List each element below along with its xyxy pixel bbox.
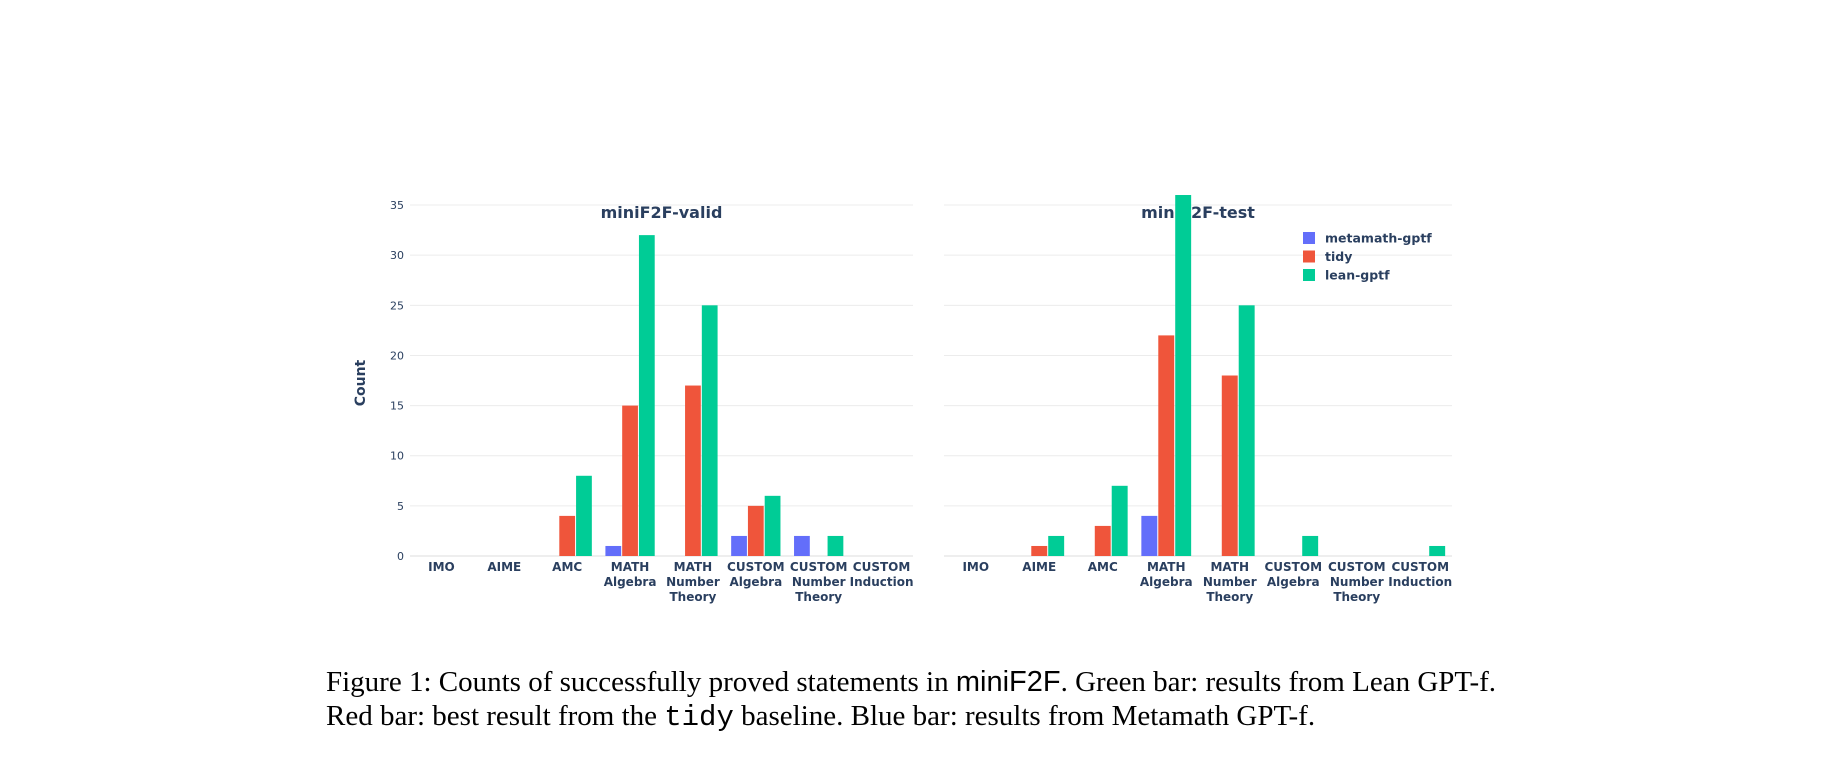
y-tick-label: 5 — [397, 500, 404, 513]
x-tick-line: CUSTOM — [853, 560, 911, 574]
x-tick-line: Algebra — [1140, 575, 1193, 589]
y-tick-label: 25 — [390, 299, 404, 312]
y-tick-label: 20 — [390, 349, 404, 362]
bar-lean-gptf-custom-number-theory — [827, 535, 844, 556]
chart-title: miniF2F-test — [1141, 203, 1255, 222]
x-tick-line: Number — [792, 575, 846, 589]
y-tick-label: 0 — [397, 550, 404, 563]
bar-tidy-math-number-theory — [1221, 375, 1238, 556]
bar-lean-gptf-math-number-theory — [1238, 305, 1255, 556]
x-tick-line: MATH — [1147, 560, 1186, 574]
caption-line-1: Figure 1: Counts of successfully proved … — [326, 665, 1626, 699]
bar-lean-gptf-custom-induction — [1429, 545, 1446, 556]
x-tick-line: Number — [1330, 575, 1384, 589]
x-tick-line: Induction — [850, 575, 914, 589]
legend-swatch-tidy — [1303, 250, 1315, 263]
bar-lean-gptf-custom-algebra — [764, 495, 781, 556]
bar-chart-figure: 0 5 10 15 20 25 30 35 miniF2F-valid Count IMO AIME A… — [353, 195, 1452, 604]
x-tick-line: CUSTOM — [727, 560, 785, 574]
x-tick-line: MATH — [611, 560, 650, 574]
panel-valid: 0 5 10 15 20 25 30 35 miniF2F-valid Count IMO AIME A… — [353, 199, 914, 604]
x-tick-label: MATH Algebra — [604, 560, 657, 589]
x-tick-line: CUSTOM — [790, 560, 848, 574]
bar-lean-gptf-amc — [1111, 485, 1128, 556]
x-tick-line: Theory — [1333, 590, 1380, 604]
bar-metamath-gptf-math-algebra — [1141, 515, 1158, 556]
x-tick-line: AMC — [552, 560, 582, 574]
x-tick-line: Theory — [1206, 590, 1253, 604]
x-tick-label: MATH Algebra — [1140, 560, 1193, 589]
bar-tidy-custom-algebra — [747, 505, 764, 556]
legend-label-lean-gptf: lean-gptf — [1325, 268, 1390, 283]
x-tick-line: AMC — [1088, 560, 1118, 574]
x-tick-line: AIME — [1022, 560, 1056, 574]
x-tick-line: Algebra — [729, 575, 782, 589]
x-tick-line: Theory — [795, 590, 842, 604]
bar-tidy-math-algebra — [1158, 335, 1175, 556]
x-tick-line: MATH — [1210, 560, 1249, 574]
caption-tidy: tidy — [664, 701, 734, 734]
bar-metamath-gptf-custom-algebra — [731, 535, 747, 556]
legend-swatch-metamath-gptf — [1303, 232, 1315, 244]
x-tick-line: MATH — [674, 560, 713, 574]
y-tick-label: 10 — [390, 450, 404, 463]
y-tick-label: 30 — [390, 249, 404, 262]
x-tick-label: IMO — [962, 560, 989, 574]
caption-text: . Green bar: results from Lean GPT-f. — [1060, 666, 1497, 698]
caption-minif2f: miniF2F — [955, 666, 1061, 698]
x-tick-label: AMC — [552, 560, 582, 574]
legend-swatch-lean-gptf — [1303, 269, 1315, 281]
bar-lean-gptf-custom-algebra — [1302, 535, 1319, 556]
bar-lean-gptf-amc — [576, 475, 592, 556]
x-tick-line: Number — [666, 575, 720, 589]
bar-tidy-math-number-theory — [685, 385, 701, 556]
y-tick-label: 15 — [390, 400, 404, 413]
x-tick-line: Number — [1203, 575, 1257, 589]
x-tick-label: CUSTOM Induction — [1388, 560, 1452, 589]
x-tick-label: MATH Number Theory — [666, 560, 720, 604]
x-tick-label: MATH Number Theory — [1203, 560, 1257, 604]
bar-tidy-math-algebra — [622, 405, 638, 556]
x-tick-label: CUSTOM Algebra — [727, 560, 785, 589]
x-tick-label: AMC — [1088, 560, 1118, 574]
x-tick-line: CUSTOM — [1391, 560, 1449, 574]
x-tick-line: CUSTOM — [1264, 560, 1322, 574]
x-tick-line: Theory — [670, 590, 717, 604]
caption-text: baseline. Blue bar: results from Metamat… — [733, 700, 1316, 732]
caption-text: Figure 1: Counts of successfully proved … — [326, 666, 956, 698]
x-tick-label: IMO — [428, 560, 455, 574]
x-tick-label: CUSTOM Induction — [850, 560, 914, 589]
chart-title: miniF2F-valid — [601, 203, 723, 222]
bar-metamath-gptf-custom-number-theory — [794, 535, 810, 556]
y-axis-label: Count — [353, 359, 369, 406]
x-tick-line: Algebra — [1267, 575, 1320, 589]
caption-line-2: Red bar: best result from the tidy basel… — [326, 699, 1626, 735]
x-tick-line: Induction — [1388, 575, 1452, 589]
x-tick-label: CUSTOM Number Theory — [790, 560, 848, 604]
x-tick-label: AIME — [487, 560, 521, 574]
legend: metamath-gptf tidy lean-gptf — [1303, 231, 1432, 283]
caption-text: Red bar: best result from the — [326, 700, 665, 732]
x-tick-line: IMO — [428, 560, 455, 574]
legend-label-metamath-gptf: metamath-gptf — [1325, 231, 1432, 246]
bar-tidy-amc — [559, 515, 576, 556]
bar-lean-gptf-aime — [1048, 535, 1065, 556]
x-tick-label: AIME — [1022, 560, 1056, 574]
legend-label-tidy: tidy — [1325, 249, 1352, 264]
x-tick-line: IMO — [962, 560, 989, 574]
x-tick-line: AIME — [487, 560, 521, 574]
bar-lean-gptf-math-algebra — [638, 235, 655, 556]
bar-tidy-aime — [1031, 545, 1048, 556]
y-tick-label: 35 — [390, 199, 404, 212]
x-tick-line: CUSTOM — [1328, 560, 1386, 574]
x-tick-label: CUSTOM Number Theory — [1328, 560, 1386, 604]
x-tick-line: Algebra — [604, 575, 657, 589]
bar-metamath-gptf-math-algebra — [605, 545, 622, 556]
x-tick-label: CUSTOM Algebra — [1264, 560, 1322, 589]
bar-tidy-amc — [1094, 525, 1111, 556]
bar-lean-gptf-math-algebra — [1175, 195, 1192, 556]
figure-caption: Figure 1: Counts of successfully proved … — [326, 665, 1626, 735]
bar-lean-gptf-math-number-theory — [701, 305, 718, 556]
